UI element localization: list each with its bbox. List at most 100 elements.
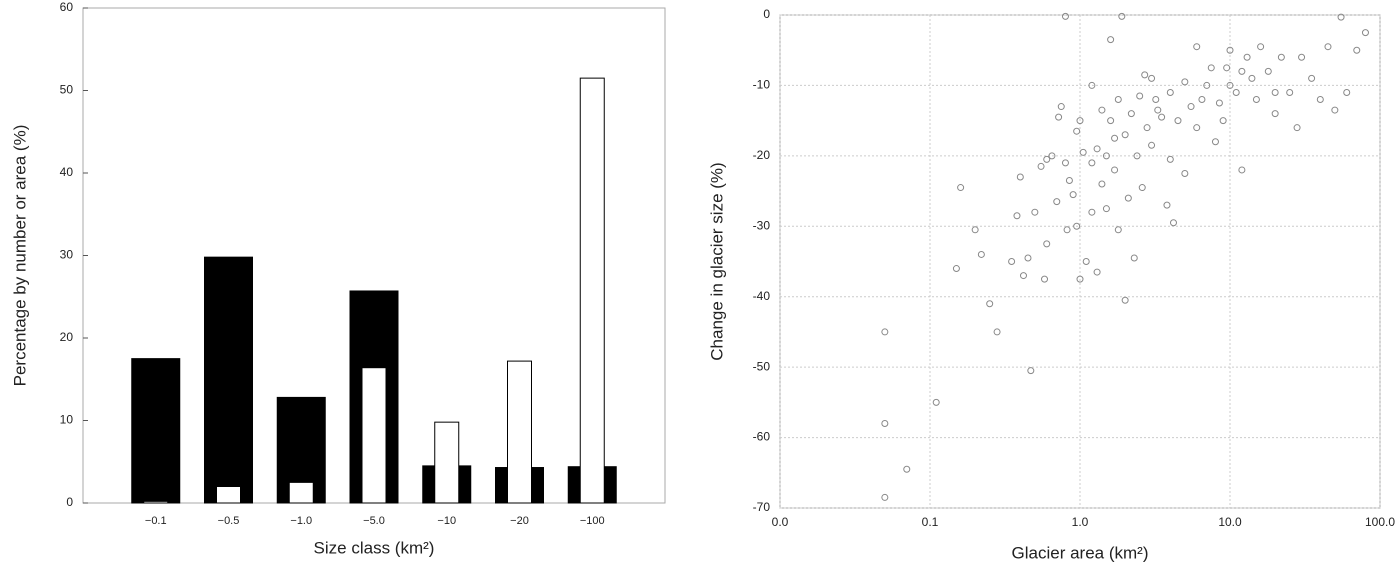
scatter-point: [1082, 258, 1090, 265]
scatter-point: [1361, 29, 1369, 37]
scatter-point: [977, 250, 985, 258]
scatter-point: [1069, 191, 1077, 199]
x-tick-label: 100.0: [1365, 515, 1395, 529]
bar: [288, 481, 314, 504]
scatter-point: [1065, 177, 1073, 185]
scatter-point: [1193, 43, 1201, 51]
scatter-point: [1166, 88, 1174, 96]
x-tick-label: −10: [437, 515, 456, 527]
scatter-point: [1121, 296, 1129, 304]
bar: [361, 367, 387, 504]
scatter-point: [1063, 226, 1071, 234]
x-axis-title: Size class (km²): [314, 538, 435, 557]
y-tick-label: 10: [60, 413, 74, 427]
y-tick-label: -50: [753, 359, 771, 373]
y-tick-label: 20: [60, 330, 74, 344]
scatter-point: [993, 328, 1001, 336]
bar: [131, 358, 181, 504]
x-tick-label: −5.0: [363, 515, 385, 527]
scatter-point: [1037, 162, 1045, 170]
scatter-point: [1079, 148, 1087, 156]
scatter-point: [1024, 254, 1032, 262]
scatter-point: [1324, 43, 1332, 51]
y-tick-label: -20: [753, 148, 771, 162]
scatter-point: [932, 398, 940, 406]
y-tick-label: 60: [60, 0, 74, 14]
scatter-point: [1008, 258, 1016, 265]
x-tick-label: 1.0: [1072, 515, 1089, 529]
x-tick-label: −20: [510, 515, 529, 527]
scatter-point: [1238, 166, 1246, 174]
scatter-point: [1061, 12, 1069, 20]
scatter-point: [1219, 117, 1227, 125]
scatter-point: [1061, 159, 1069, 167]
scatter-point: [1181, 78, 1189, 86]
scatter-point: [1048, 152, 1056, 160]
scatter-point: [986, 300, 994, 308]
scatter-point: [1353, 46, 1361, 54]
scatter-point: [1207, 64, 1215, 72]
scatter-point: [952, 265, 960, 273]
x-tick-label: −100: [580, 515, 605, 527]
scatter-point: [1271, 110, 1279, 118]
scatter-point: [1337, 13, 1345, 21]
scatter-point: [1308, 74, 1316, 82]
scatter-point: [1158, 113, 1166, 121]
scatter-point: [1114, 226, 1122, 234]
scatter-point: [1130, 254, 1138, 262]
x-tick-label: 0.1: [922, 515, 939, 529]
scatter-point: [1174, 117, 1182, 125]
scatter-point: [1277, 53, 1285, 61]
scatter-point: [1088, 81, 1096, 89]
bar: [507, 360, 532, 504]
scatter-point: [1031, 208, 1039, 216]
scatter-point: [1293, 124, 1301, 132]
y-tick-label: -10: [753, 78, 771, 92]
scatter-point: [1043, 155, 1051, 163]
scatter-point: [881, 328, 889, 336]
scatter-point: [1013, 212, 1021, 220]
scatter-point: [1111, 134, 1119, 142]
scatter-point: [1203, 81, 1211, 89]
scatter-point: [1286, 88, 1294, 96]
scatter-point: [1107, 117, 1115, 125]
scatter-point: [1127, 110, 1135, 118]
scatter-point: [881, 493, 889, 501]
scatter-point: [1148, 141, 1156, 149]
scatter-point: [1232, 88, 1240, 96]
scatter-point: [1016, 173, 1024, 181]
scatter-point: [1093, 145, 1101, 153]
scatter-point: [1114, 96, 1122, 104]
scatter-point: [1098, 180, 1106, 188]
y-tick-label: -30: [753, 218, 771, 232]
scatter-point: [1088, 208, 1096, 216]
scatter-point: [1073, 222, 1081, 230]
scatter-point: [1238, 67, 1246, 75]
scatter-point: [1041, 275, 1049, 283]
scatter-point: [1152, 96, 1160, 104]
y-tick-label: 50: [60, 83, 74, 97]
scatter-point: [1226, 46, 1234, 54]
scatter-point: [1118, 12, 1126, 20]
y-tick-label: 0: [66, 495, 73, 509]
scatter-point: [1215, 99, 1223, 107]
scatter-point: [1298, 53, 1306, 61]
y-tick-label: 30: [60, 248, 74, 262]
scatter-point: [1143, 124, 1151, 132]
scatter-point: [1138, 184, 1146, 192]
scatter-point: [1252, 96, 1260, 104]
bar: [216, 486, 241, 504]
bar: [204, 256, 253, 504]
scatter-point: [1243, 53, 1251, 61]
scatter-point: [1166, 155, 1174, 163]
scatter-point: [1019, 272, 1027, 280]
scatter-point: [1055, 113, 1063, 121]
scatter-point: [957, 184, 965, 192]
scatter-point: [1102, 205, 1110, 213]
scatter-point: [1226, 81, 1234, 89]
scatter-point: [971, 226, 979, 234]
scatter-point: [1133, 152, 1141, 160]
scatter-point: [881, 419, 889, 427]
x-tick-label: 0.0: [772, 515, 789, 529]
scatter-point: [1187, 103, 1195, 111]
